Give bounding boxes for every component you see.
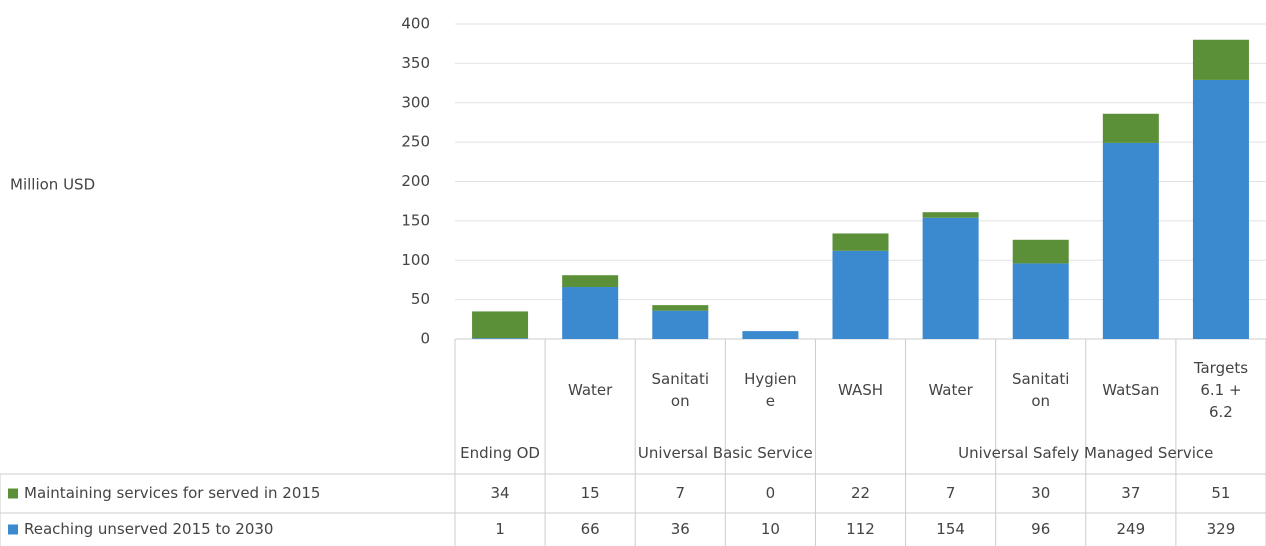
bar-segment	[1102, 142, 1159, 339]
group-label: Ending OD	[460, 444, 540, 462]
table-value: 36	[671, 520, 690, 538]
y-tick-label: 250	[401, 133, 430, 151]
table-value: 10	[761, 520, 780, 538]
x-tick-label: WatSan	[1102, 381, 1160, 399]
bar-segment	[832, 233, 889, 251]
table-value: 51	[1211, 484, 1230, 502]
bar-segment	[562, 287, 619, 339]
bar-segment	[922, 212, 979, 218]
bar-segment	[562, 275, 619, 288]
x-tick-label: Hygiene	[744, 370, 797, 410]
table-value: 249	[1117, 520, 1146, 538]
legend-swatch	[8, 488, 18, 499]
y-tick-label: 100	[401, 251, 430, 269]
bar-segment	[1012, 239, 1069, 264]
x-tick-label: Water	[928, 381, 973, 399]
table-value: 1	[495, 520, 505, 538]
bar-segment	[1012, 263, 1069, 339]
legend-swatch	[8, 524, 18, 535]
legend-label: Reaching unserved 2015 to 2030	[24, 520, 273, 538]
table-value: 34	[491, 484, 510, 502]
y-tick-label: 400	[401, 15, 430, 33]
y-tick-label: 200	[401, 172, 430, 190]
bar-segment	[652, 305, 709, 311]
table-value: 7	[946, 484, 956, 502]
table-value: 154	[936, 520, 965, 538]
table-value: 66	[581, 520, 600, 538]
bar-segment	[472, 338, 529, 339]
bar-segment	[742, 331, 799, 339]
y-tick-label: 50	[411, 290, 430, 308]
y-tick-label: 0	[420, 330, 430, 348]
table-value: 0	[766, 484, 776, 502]
bar-segment	[832, 250, 889, 339]
y-tick-label: 300	[401, 93, 430, 111]
group-label: Universal Basic Service	[637, 444, 813, 462]
group-label: Universal Safely Managed Service	[958, 444, 1214, 462]
bar-segment	[922, 217, 979, 339]
table-value: 30	[1031, 484, 1050, 502]
table-value: 15	[581, 484, 600, 502]
bar-segment	[652, 310, 709, 339]
bar-segment	[1192, 39, 1249, 80]
table-value: 96	[1031, 520, 1050, 538]
table-value: 37	[1121, 484, 1140, 502]
x-tick-label: Water	[567, 381, 613, 399]
bar-segment	[1192, 79, 1249, 339]
table-value: 329	[1207, 520, 1236, 538]
legend-label: Maintaining services for served in 2015	[24, 484, 320, 502]
table-value: 7	[676, 484, 686, 502]
bar-segment	[1102, 113, 1159, 143]
bar-segment	[472, 311, 529, 339]
x-tick-label: WASH	[837, 381, 884, 399]
table-value: 112	[846, 520, 875, 538]
y-tick-label: 150	[401, 211, 430, 229]
x-tick-label: Sanitation	[1011, 370, 1070, 410]
x-tick-label: Sanitation	[651, 370, 710, 410]
y-axis-label: Million USD	[10, 176, 95, 194]
x-tick-label: Targets 6.1 + 6.2	[1193, 359, 1249, 421]
table-value: 22	[851, 484, 870, 502]
y-tick-label: 350	[401, 54, 430, 72]
